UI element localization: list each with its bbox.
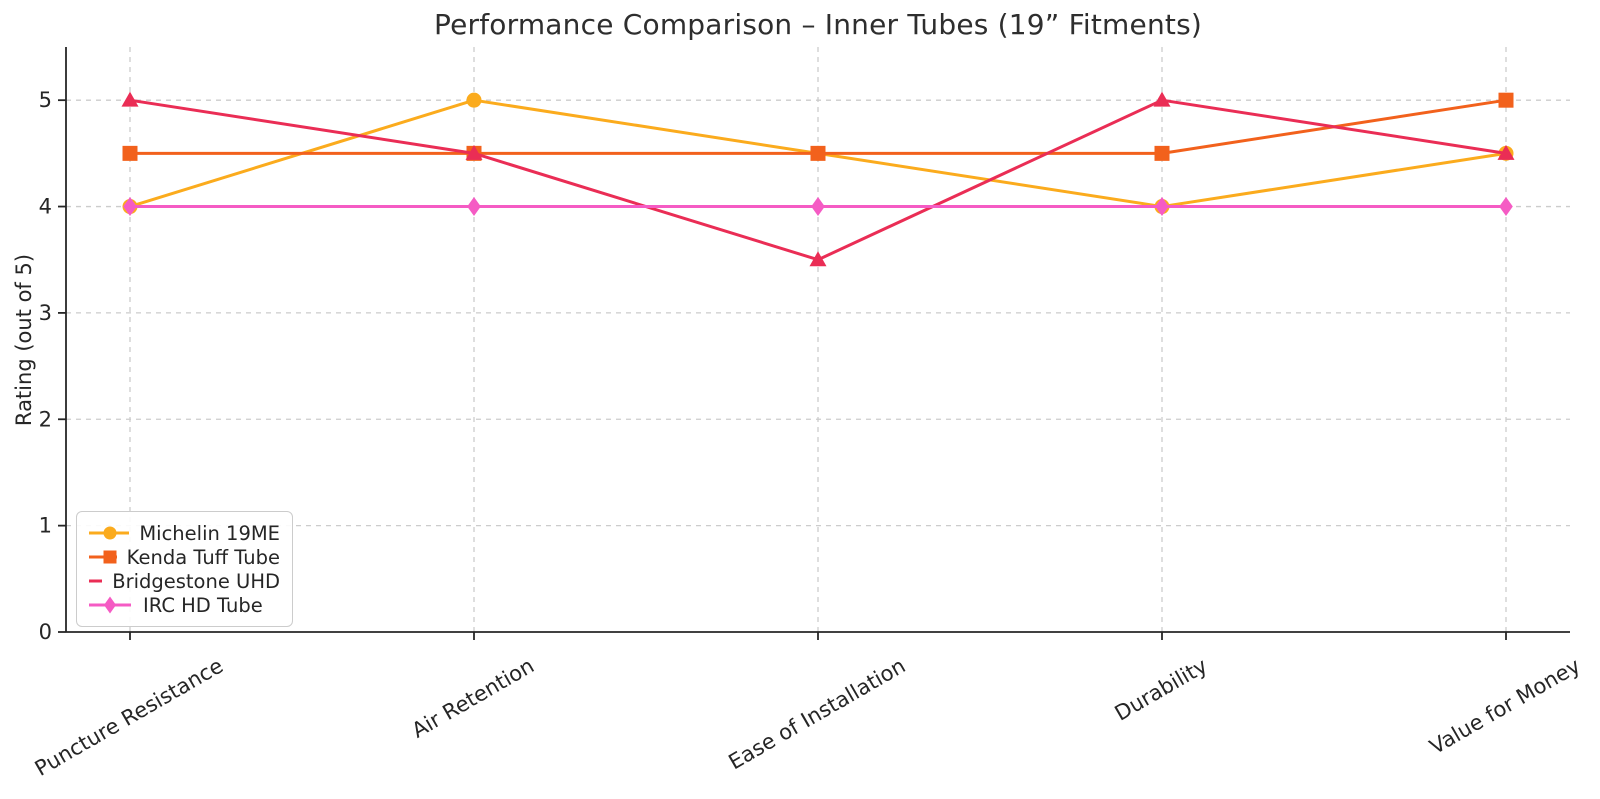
kenda-tuff-tube-marker-ease-of-installation (810, 145, 826, 161)
series-bridgestone-uhd (121, 91, 1515, 267)
legend-marker (103, 526, 117, 540)
legend-triangle-swatch-icon (89, 579, 103, 583)
legend-diamond-swatch-icon (89, 596, 131, 614)
legend-label: Bridgestone UHD (112, 569, 280, 593)
legend-item-kenda-tuff-tube: Kenda Tuff Tube (87, 545, 280, 569)
x-tick-label: Puncture Resistance (31, 654, 227, 781)
irc-hd-tube-marker-puncture-resistance (123, 197, 137, 217)
x-tick-label: Value for Money (1426, 654, 1585, 760)
legend-marker (103, 550, 117, 564)
irc-hd-tube-marker-value-for-money (1499, 197, 1513, 217)
y-tick-label: 3 (39, 301, 52, 325)
irc-hd-tube-marker-ease-of-installation (811, 197, 825, 217)
x-tick-label: Ease of Installation (724, 654, 909, 775)
legend-label: IRC HD Tube (143, 593, 263, 617)
legend-marker (104, 596, 116, 614)
bridgestone-uhd-marker-puncture-resistance (121, 91, 139, 107)
kenda-tuff-tube-marker-durability (1154, 145, 1170, 161)
bridgestone-uhd-marker-value-for-money (1497, 144, 1515, 160)
legend-square-swatch-icon (89, 550, 117, 564)
x-tick-label: Durability (1111, 654, 1212, 726)
chart-title: Performance Comparison – Inner Tubes (19… (434, 8, 1202, 41)
series-kenda-tuff-tube (122, 92, 1514, 161)
y-tick-label: 4 (39, 195, 52, 219)
legend-label: Michelin 19ME (139, 521, 280, 545)
legend-circle-swatch-icon (89, 526, 130, 540)
legend: Michelin 19ME Kenda Tuff Tube Bridgestone … (76, 511, 293, 627)
series-irc-hd-tube (123, 197, 1513, 217)
bridgestone-uhd-marker-air-retention (465, 144, 483, 160)
y-tick-label: 1 (39, 514, 52, 538)
irc-hd-tube-marker-durability (1155, 197, 1169, 217)
bridgestone-uhd-marker-ease-of-installation (809, 251, 827, 267)
y-tick-label: 5 (39, 88, 52, 112)
y-tick-label: 2 (39, 407, 52, 431)
irc-hd-tube-marker-air-retention (467, 197, 481, 217)
kenda-tuff-tube-marker-puncture-resistance (122, 145, 138, 161)
legend-item-michelin-19me: Michelin 19ME (87, 521, 280, 545)
michelin-19me-marker-air-retention (466, 92, 482, 108)
axes: 0 1 2 3 4 5 Puncture Resistance Air Retention Ea… (31, 47, 1585, 781)
legend-item-bridgestone-uhd: Bridgestone UHD (87, 569, 280, 593)
legend-item-irc-hd-tube: IRC HD Tube (87, 593, 280, 617)
legend-label: Kenda Tuff Tube (126, 545, 280, 569)
y-tick-label: 0 (39, 620, 52, 644)
kenda-tuff-tube-marker-value-for-money (1498, 92, 1514, 108)
x-tick-label: Air Retention (408, 654, 538, 743)
bridgestone-uhd-marker-durability (1153, 91, 1171, 107)
